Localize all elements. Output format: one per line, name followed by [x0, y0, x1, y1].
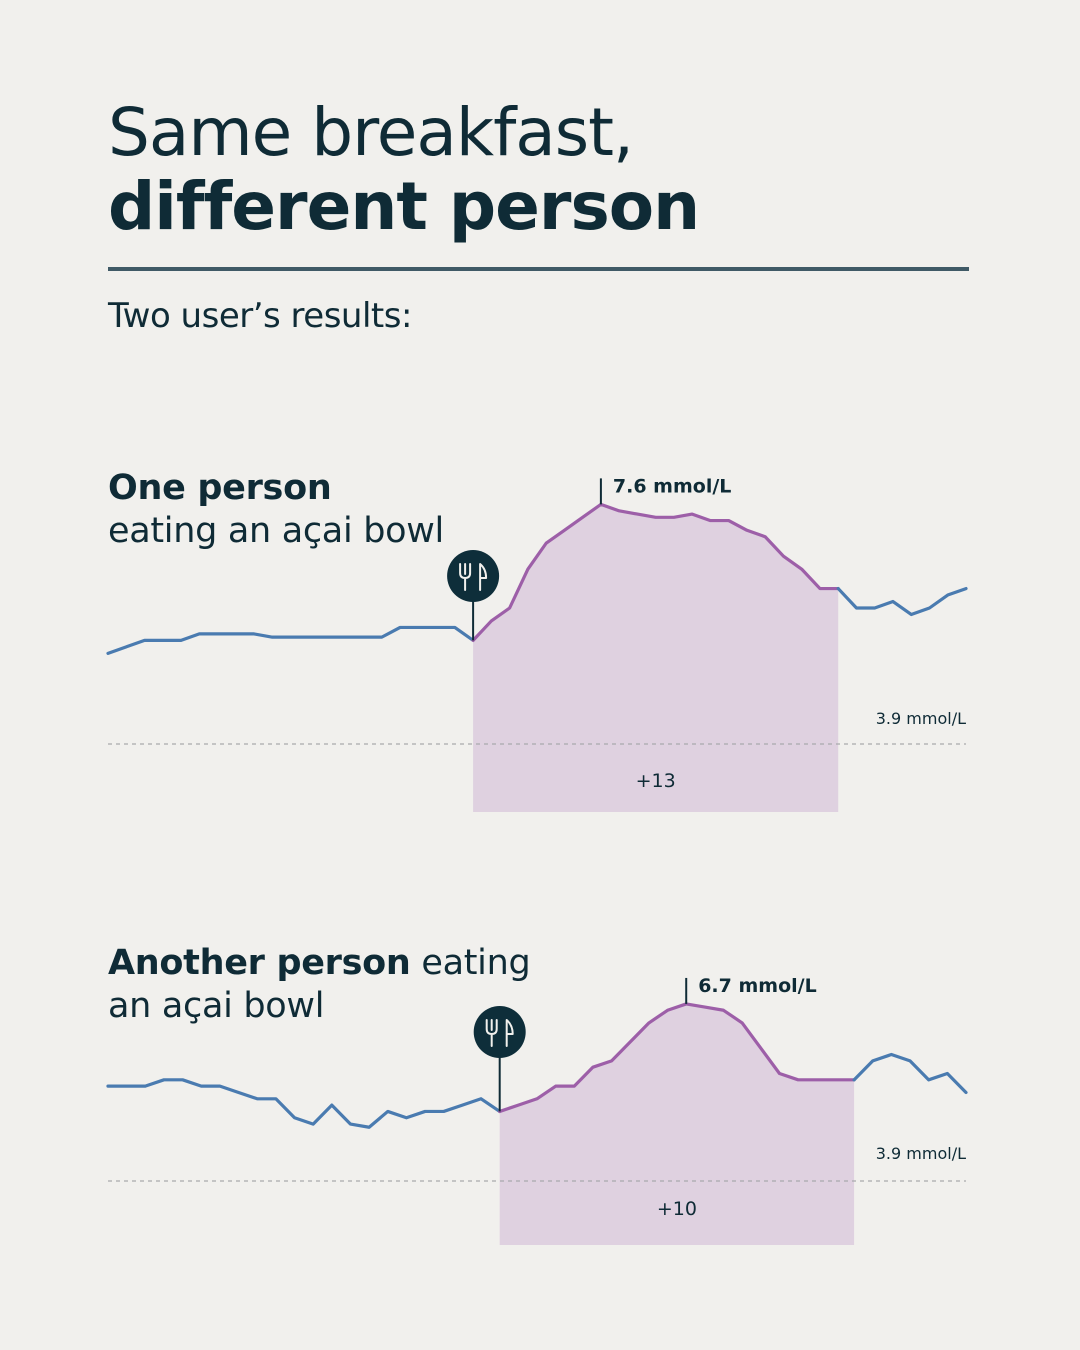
chart-2-label-rest: eating an açai bowl	[108, 943, 531, 1026]
chart-2: 6.7 mmol/L 3.9 mmol/L +10	[106, 975, 968, 1245]
chart-2-label-bold: Another person	[108, 943, 411, 983]
glucose-line-response	[471, 502, 840, 642]
chart-1-label: One person eating an açai bowl	[108, 467, 444, 553]
page-title: Same breakfast, different person	[108, 94, 700, 245]
chart-2-label: Another person eating an açai bowl	[108, 942, 568, 1028]
title-divider	[108, 267, 969, 271]
reference-label: 3.9 mmol/L	[876, 1144, 966, 1163]
subtitle: Two user’s results:	[108, 296, 412, 336]
title-line-1: Same breakfast,	[108, 94, 634, 171]
response-area	[473, 504, 839, 812]
fork-knife-icon	[447, 550, 500, 602]
peak-label: 7.6 mmol/L	[613, 475, 731, 497]
chart-1-label-bold: One person	[108, 468, 332, 508]
glucose-line-after-response	[836, 586, 968, 617]
title-line-2: different person	[108, 168, 700, 245]
glucose-line-before-meal	[106, 1078, 502, 1129]
fork-knife-icon	[473, 1006, 526, 1058]
glucose-line-after-response	[852, 1052, 968, 1095]
chart-1-label-rest: eating an açai bowl	[108, 511, 444, 551]
area-label: +13	[636, 770, 676, 792]
chart-1: 7.6 mmol/L 3.9 mmol/L +13	[106, 475, 968, 812]
response-area	[499, 1003, 855, 1245]
glucose-line-before-meal	[106, 625, 475, 655]
area-label: +10	[657, 1198, 697, 1220]
peak-label: 6.7 mmol/L	[698, 975, 816, 997]
glucose-line-response	[498, 1002, 856, 1114]
reference-label: 3.9 mmol/L	[876, 709, 966, 728]
